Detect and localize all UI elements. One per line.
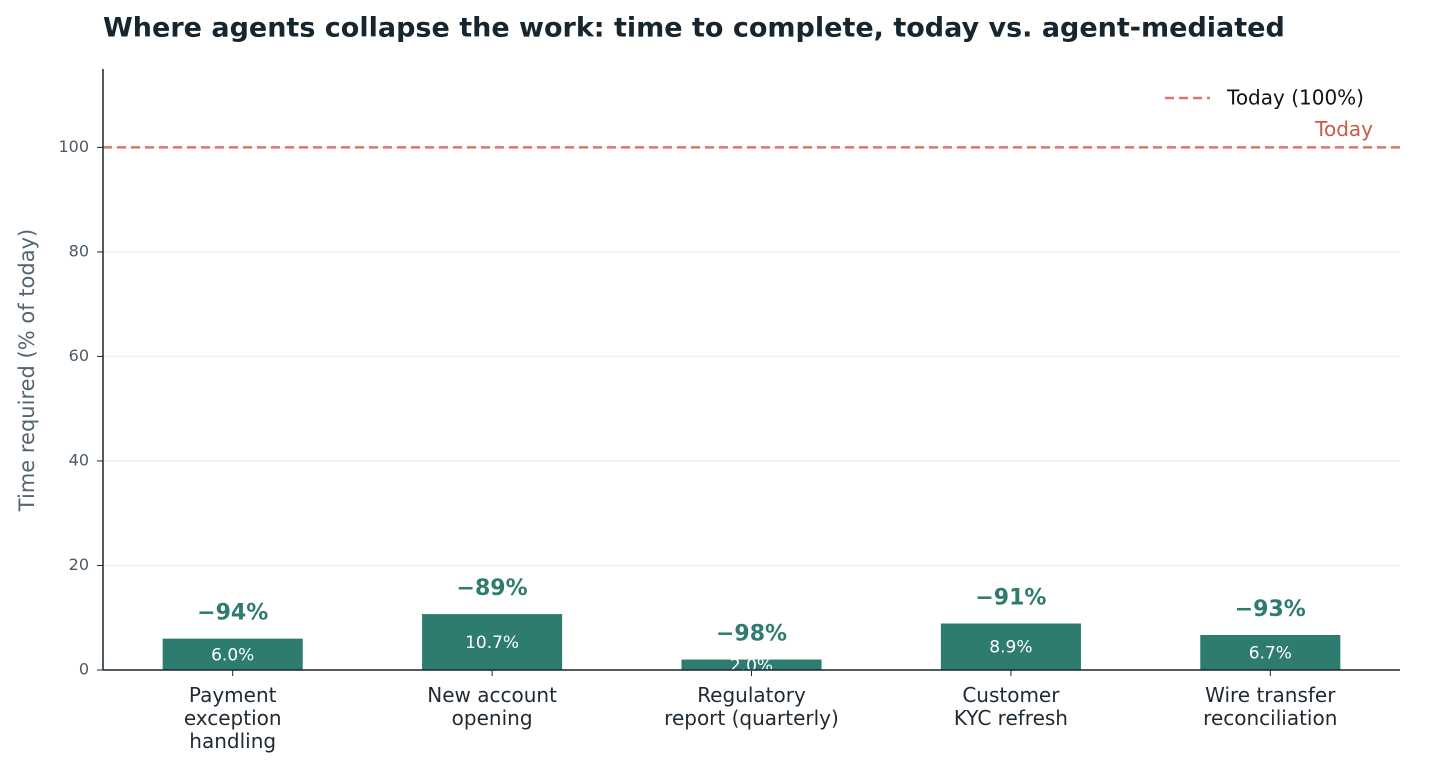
y-tick-label: 60: [69, 346, 89, 365]
y-tick-label: 80: [69, 241, 89, 260]
x-tick-label: Customer KYC refresh: [954, 683, 1068, 730]
chart-title: Where agents collapse the work: time to …: [103, 13, 1285, 44]
value-label: 6.7%: [1249, 643, 1292, 663]
y-tick-label: 20: [69, 555, 89, 574]
value-label: 2.0%: [730, 656, 773, 676]
bar: [162, 638, 303, 670]
y-tick-label: 100: [58, 137, 89, 156]
value-label: 8.9%: [989, 638, 1032, 658]
value-label: 10.7%: [465, 633, 519, 653]
reference-label: Today: [1314, 117, 1373, 141]
change-label: −94%: [197, 601, 268, 626]
change-label: −93%: [1235, 597, 1306, 622]
bar: [940, 623, 1081, 670]
change-label: −89%: [457, 576, 528, 601]
x-tick-label: Payment exception handling: [184, 683, 282, 753]
value-label: 6.0%: [211, 645, 254, 665]
y-tick-label: 0: [79, 660, 89, 679]
change-label: −98%: [716, 622, 787, 647]
bar: [681, 659, 822, 670]
x-tick-label: New account opening: [427, 683, 557, 730]
x-tick-label: Regulatory report (quarterly): [664, 683, 839, 730]
bar: [1200, 634, 1341, 670]
change-label: −91%: [975, 585, 1046, 610]
bar: [422, 614, 563, 670]
x-tick-label: Wire transfer reconciliation: [1203, 683, 1337, 730]
y-axis-title: Time required (% of today): [15, 229, 39, 512]
legend-label: Today (100%): [1226, 86, 1364, 110]
y-tick-label: 40: [69, 450, 89, 469]
